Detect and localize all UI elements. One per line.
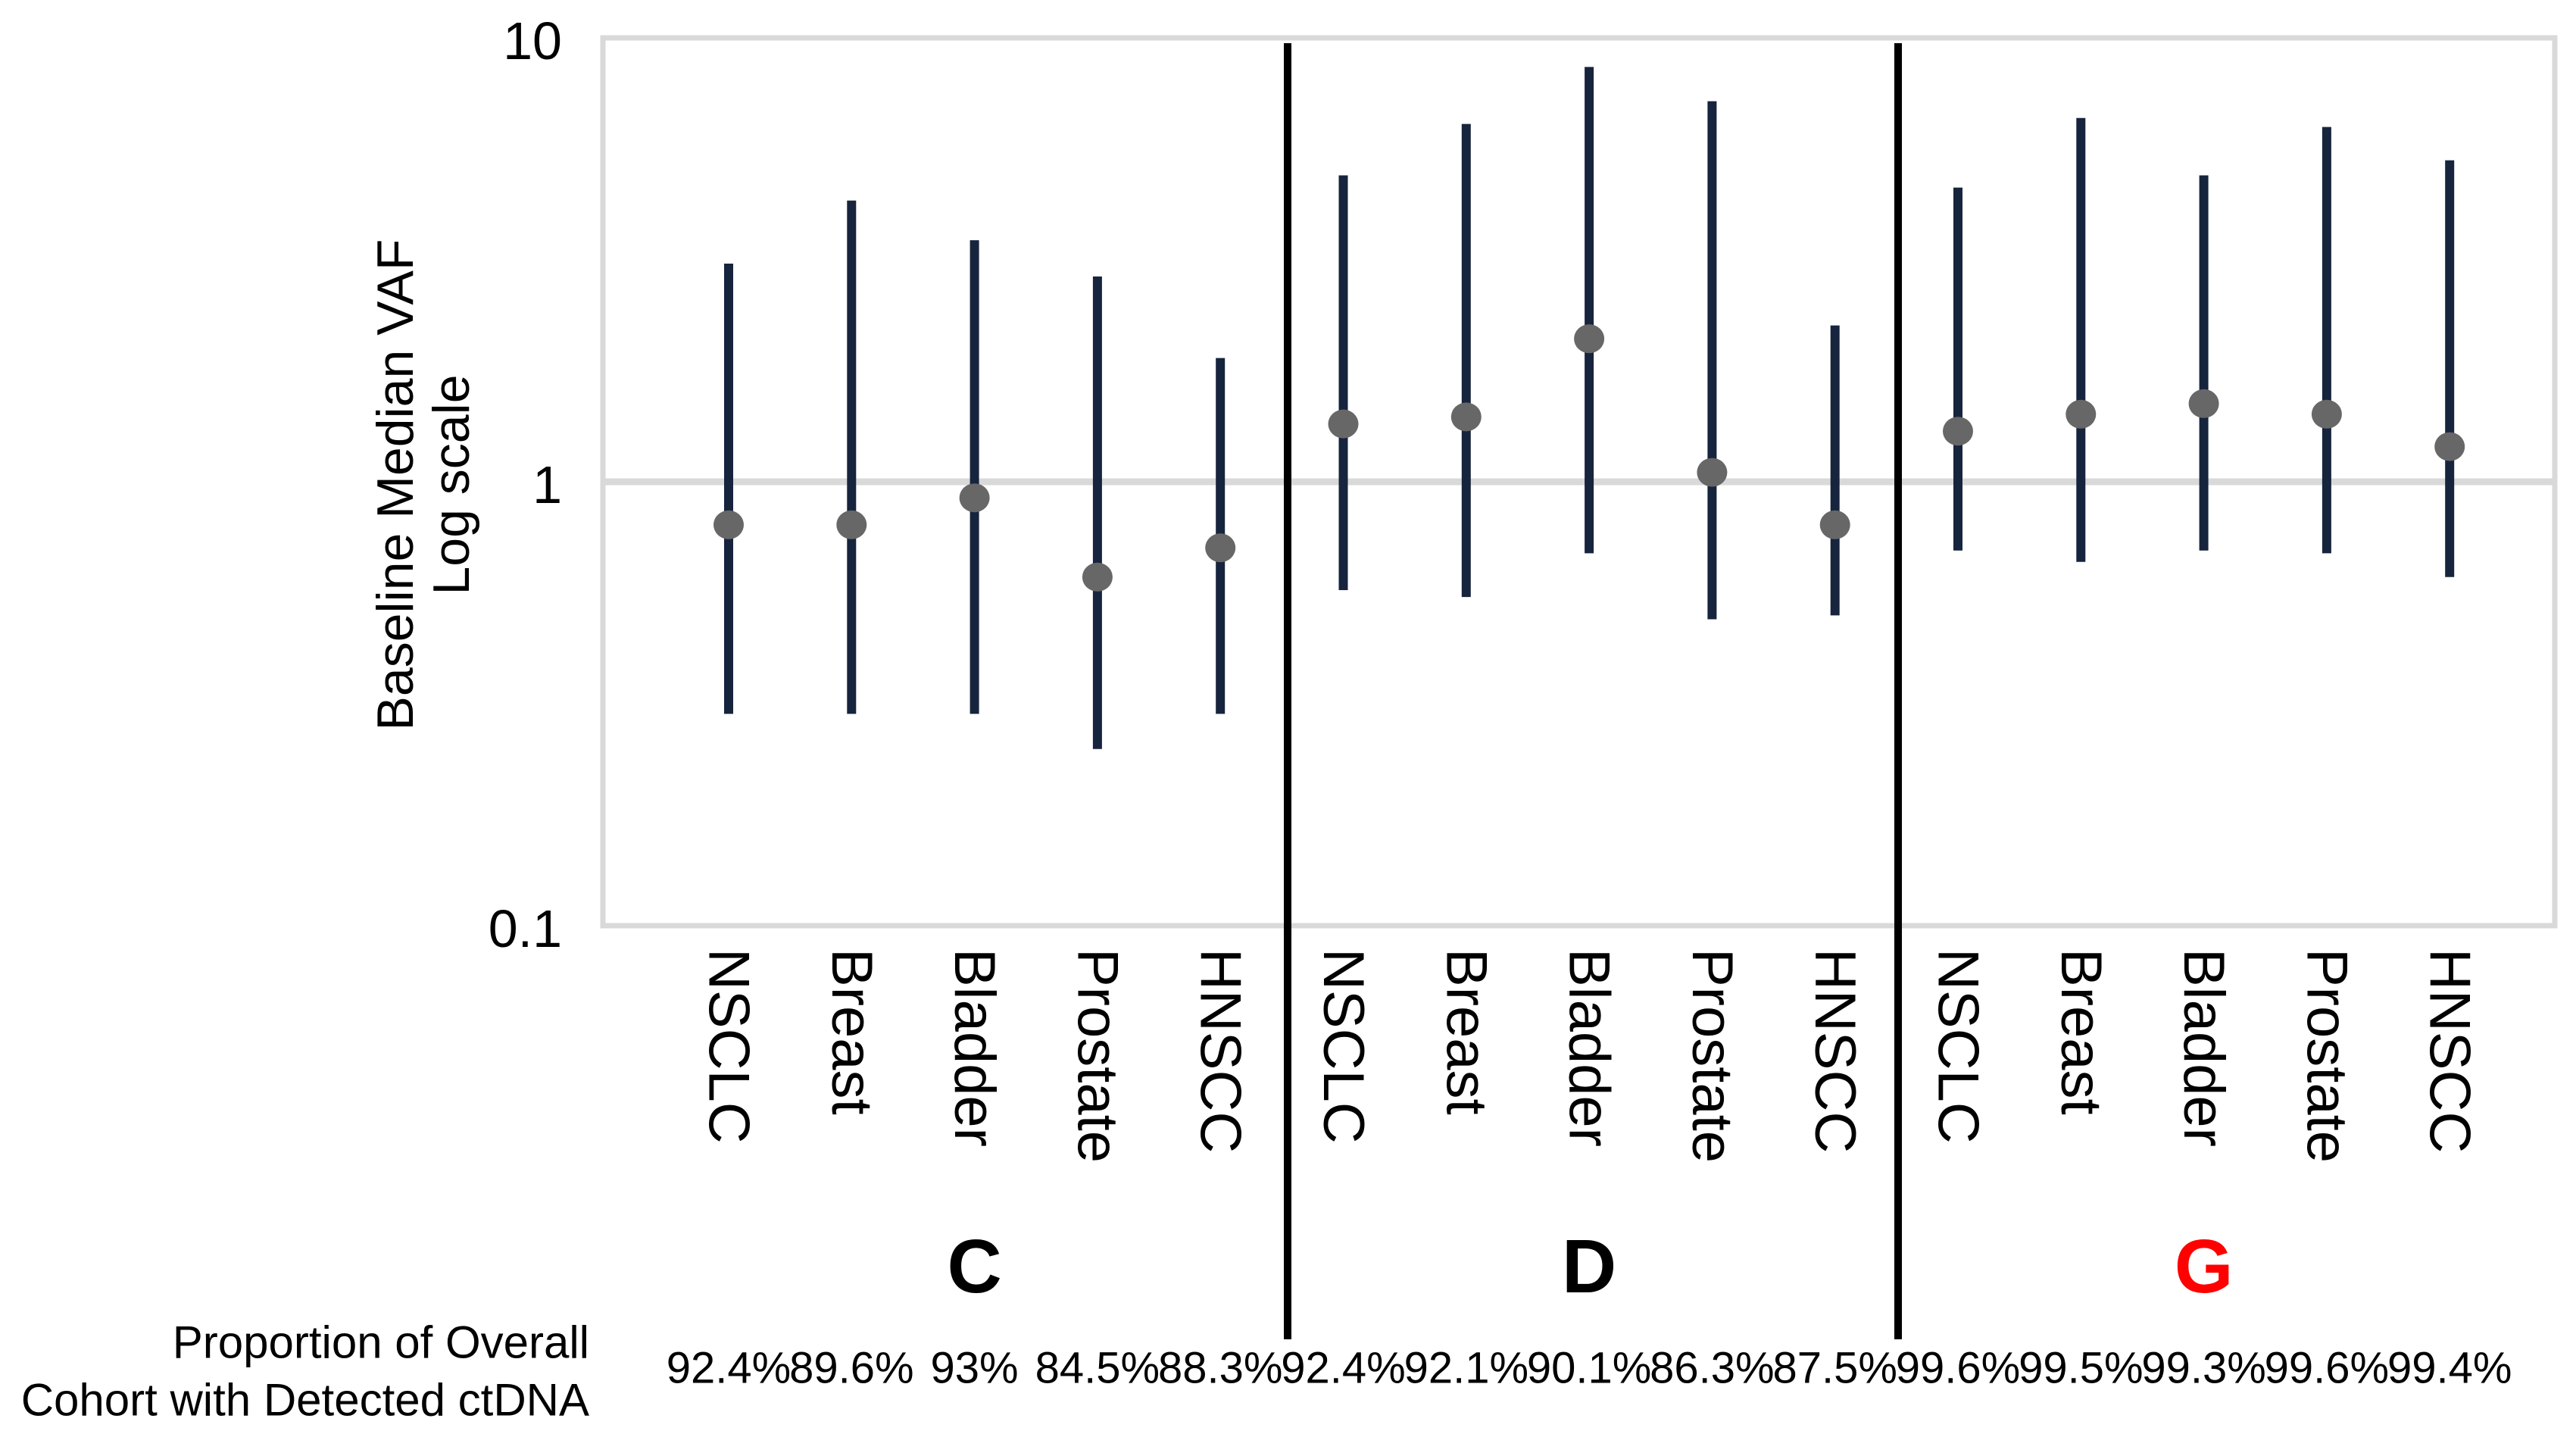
y-tick-label-10: 10 xyxy=(503,11,562,70)
group-label-D: D xyxy=(1562,1224,1616,1309)
group-label-C: C xyxy=(947,1224,1001,1309)
category-label-D-Breast: Breast xyxy=(1434,948,1498,1115)
category-label-C-Bladder: Bladder xyxy=(942,948,1007,1147)
pct-label-D-Bladder: 90.1% xyxy=(1527,1344,1651,1393)
pct-label-C-Prostate: 84.5% xyxy=(1035,1344,1160,1393)
category-label-D-Prostate: Prostate xyxy=(1680,948,1744,1163)
pct-label-C-Bladder: 93% xyxy=(931,1344,1019,1393)
y-axis-title-line1: Baseline Median VAF xyxy=(367,239,424,731)
median-dot-G-NSCLC xyxy=(1943,417,1973,446)
category-label-G-HNSCC: HNSCC xyxy=(2418,948,2482,1153)
pct-label-D-Prostate: 86.3% xyxy=(1650,1344,1774,1393)
median-dot-G-Breast xyxy=(2065,399,2097,429)
pct-label-G-Prostate: 99.6% xyxy=(2265,1344,2389,1393)
median-dot-C-Prostate xyxy=(1082,562,1113,592)
pct-label-C-HNSCC: 88.3% xyxy=(1158,1344,1282,1393)
median-dot-D-HNSCC xyxy=(1819,510,1850,539)
median-dot-C-NSCLC xyxy=(713,510,744,539)
median-dot-D-NSCLC xyxy=(1328,409,1359,439)
pct-label-G-HNSCC: 99.4% xyxy=(2387,1344,2512,1393)
pct-label-G-NSCLC: 99.6% xyxy=(1896,1344,2020,1393)
category-label-C-Prostate: Prostate xyxy=(1065,948,1129,1163)
category-label-C-HNSCC: HNSCC xyxy=(1188,948,1253,1153)
median-dot-C-HNSCC xyxy=(1205,533,1236,563)
pct-label-G-Bladder: 99.3% xyxy=(2141,1344,2265,1393)
median-dot-G-Bladder xyxy=(2188,389,2219,418)
category-label-G-Prostate: Prostate xyxy=(2294,948,2359,1163)
pct-label-D-NSCLC: 92.4% xyxy=(1281,1344,1405,1393)
median-dot-C-Breast xyxy=(836,510,867,539)
pct-label-G-Breast: 99.5% xyxy=(2019,1344,2143,1393)
median-dot-D-Breast xyxy=(1450,402,1482,432)
median-dot-D-Bladder xyxy=(1574,324,1605,354)
category-label-C-NSCLC: NSCLC xyxy=(697,948,761,1144)
category-label-D-HNSCC: HNSCC xyxy=(1803,948,1867,1153)
group-label-G: G xyxy=(2175,1224,2234,1309)
y-tick-label-0.1: 0.1 xyxy=(489,899,562,958)
pct-label-D-HNSCC: 87.5% xyxy=(1772,1344,1897,1393)
footer-label-line1: Proportion of Overall xyxy=(173,1317,589,1368)
pct-label-C-Breast: 89.6% xyxy=(789,1344,913,1393)
category-label-G-Breast: Breast xyxy=(2049,948,2113,1115)
category-label-G-NSCLC: NSCLC xyxy=(1926,948,1991,1144)
median-dot-C-Bladder xyxy=(959,483,990,513)
y-tick-label-1: 1 xyxy=(532,455,562,514)
y-axis-title-line2: Log scale xyxy=(423,374,480,595)
pct-label-C-NSCLC: 92.4% xyxy=(667,1344,791,1393)
category-label-C-Breast: Breast xyxy=(820,948,884,1115)
pct-label-D-Breast: 92.1% xyxy=(1404,1344,1528,1393)
category-label-D-Bladder: Bladder xyxy=(1557,948,1622,1147)
category-label-D-NSCLC: NSCLC xyxy=(1311,948,1375,1144)
median-dot-G-Prostate xyxy=(2311,399,2342,429)
plot-border xyxy=(600,35,2558,929)
footer-label-line2: Cohort with Detected ctDNA xyxy=(21,1375,589,1426)
category-label-G-Bladder: Bladder xyxy=(2172,948,2236,1147)
median-dot-G-HNSCC xyxy=(2434,432,2465,461)
median-dot-D-Prostate xyxy=(1697,458,1728,487)
